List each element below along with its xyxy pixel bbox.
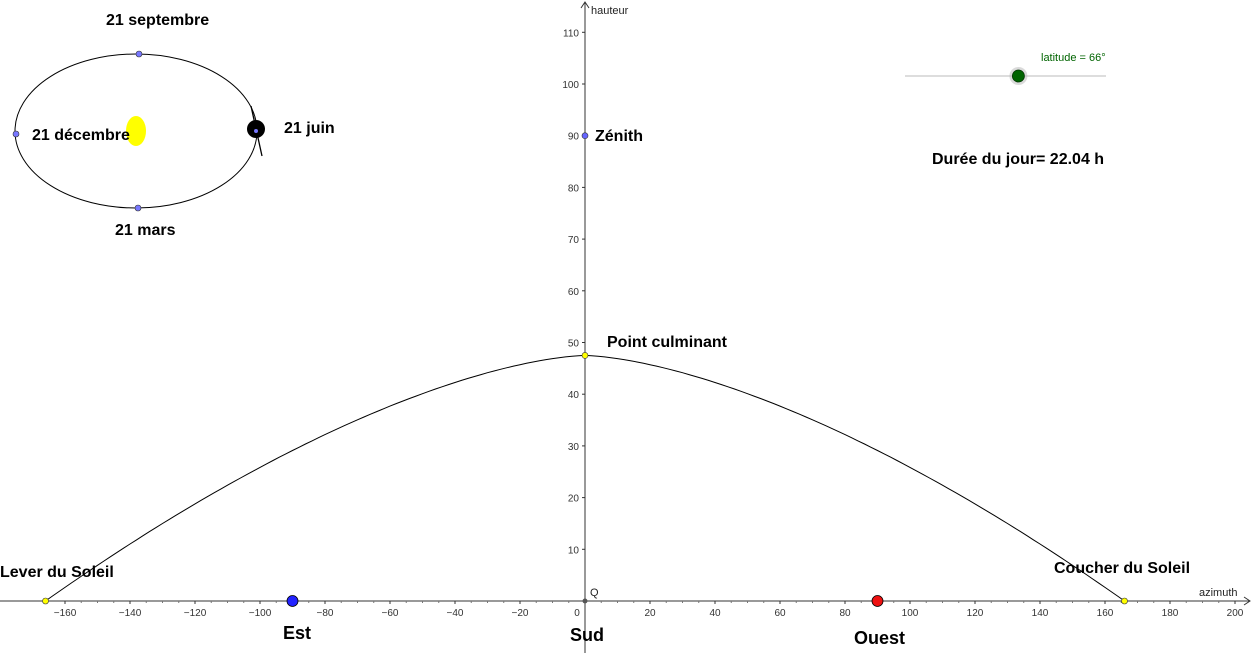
orbit-diagram: 21 septembre 21 décembre 21 juin 21 mars (12, 12, 335, 239)
x-tick-label: −40 (447, 608, 464, 619)
y-tick-label: 90 (568, 132, 580, 143)
december-point[interactable] (12, 130, 20, 138)
culmination-point[interactable] (581, 352, 589, 359)
east-point[interactable] (286, 595, 299, 607)
march-label: 21 mars (115, 222, 176, 239)
x-tick-label: 160 (1097, 608, 1114, 619)
origin-label: Q (590, 587, 599, 599)
x-tick-label: −140 (119, 608, 142, 619)
march-point[interactable] (134, 204, 142, 212)
x-tick-label: 20 (644, 608, 656, 619)
y-tick-label: 20 (568, 494, 580, 505)
x-tick-label: −100 (249, 608, 272, 619)
y-tick-label: 50 (568, 339, 580, 350)
south-label: Sud (570, 625, 604, 645)
y-axis-ticks: 10 20 30 40 50 60 70 80 90 100 110 (562, 28, 585, 556)
slider-label: latitude = 66° (1041, 52, 1106, 64)
sunrise-point[interactable] (42, 597, 49, 605)
y-tick-label: 110 (563, 28, 579, 39)
east-label: Est (283, 623, 311, 643)
sunset-point[interactable] (1121, 597, 1128, 605)
september-point[interactable] (135, 50, 143, 58)
x-tick-label: 100 (902, 608, 919, 619)
sun-icon (126, 116, 146, 146)
december-label: 21 décembre (32, 127, 130, 144)
x-axis-label: azimuth (1199, 587, 1238, 599)
x-tick-label: 40 (709, 608, 721, 619)
slider-handle[interactable] (1012, 69, 1025, 83)
x-axis-ticks: −160 −140 −120 −100 −80 −60 −40 −20 0 20 40 60 80 100… (54, 601, 1244, 619)
sunrise-label: Lever du Soleil (0, 564, 114, 581)
sunset-label: Coucher du Soleil (1054, 560, 1190, 577)
sky-points (42, 132, 1128, 607)
x-tick-label: 140 (1032, 608, 1049, 619)
earth-marker-point (254, 129, 258, 133)
y-tick-label: 100 (562, 80, 579, 91)
x-axis-arrow (1243, 596, 1251, 606)
x-tick-label: −20 (512, 608, 529, 619)
zenith-label: Zénith (595, 128, 643, 145)
june-label: 21 juin (284, 120, 335, 137)
y-tick-label: 60 (568, 287, 580, 298)
day-length-text: Durée du jour= 22.04 h (932, 151, 1104, 168)
september-label: 21 septembre (106, 12, 209, 29)
origin-point (582, 598, 588, 604)
zenith-point[interactable] (581, 132, 589, 139)
x-tick-label: 60 (774, 608, 786, 619)
y-axis-arrow (580, 1, 590, 9)
y-tick-label: 10 (568, 545, 580, 556)
x-tick-label: 80 (839, 608, 851, 619)
culmination-label: Point culminant (607, 334, 728, 351)
y-tick-label: 30 (568, 442, 580, 453)
y-axis-label: hauteur (591, 5, 629, 17)
x-tick-label: 180 (1162, 608, 1179, 619)
x-tick-label: 120 (967, 608, 984, 619)
x-tick-label: −120 (184, 608, 207, 619)
y-tick-label: 80 (568, 183, 580, 194)
y-tick-label: 40 (568, 390, 580, 401)
west-label: Ouest (854, 628, 905, 648)
y-tick-label: 70 (568, 235, 580, 246)
x-tick-label: 200 (1227, 608, 1244, 619)
west-point[interactable] (871, 595, 884, 607)
latitude-slider[interactable]: latitude = 66° (905, 52, 1106, 85)
x-tick-label: −160 (54, 608, 77, 619)
x-tick-label: −80 (317, 608, 334, 619)
x-tick-label: 0 (574, 608, 580, 619)
x-tick-label: −60 (382, 608, 399, 619)
